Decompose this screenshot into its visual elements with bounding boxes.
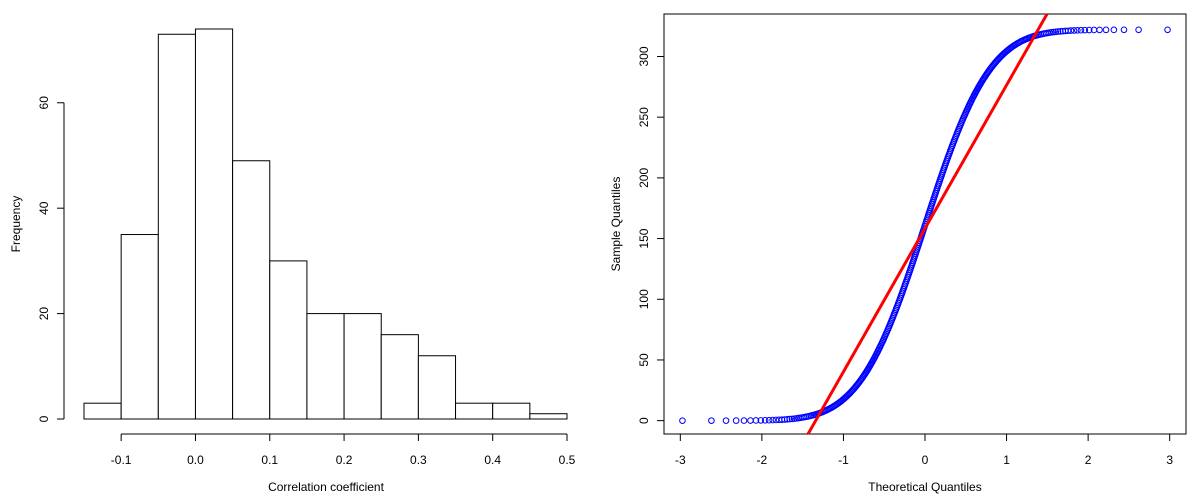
histogram-bar (306, 313, 345, 420)
histogram-x-tick-label: 0.3 (410, 453, 427, 467)
qq-point (722, 417, 730, 424)
histogram-panel: -0.1 0.0 0.1 0.2 0.3 0.4 0.5 0 20 40 60 Correlati… (9, 28, 576, 494)
qq-y-tick-label: 100 (637, 289, 651, 309)
qq-point (1050, 28, 1057, 36)
qq-y-tick-label: 300 (637, 46, 651, 66)
qq-point (1102, 26, 1110, 34)
qq-x-tick-label: -2 (757, 453, 768, 467)
histogram-bar (343, 313, 382, 420)
qq-x-axis: -3 -2 -1 0 1 2 3 (675, 434, 1173, 467)
qq-y-tick-label: 0 (637, 417, 651, 424)
qq-point (1070, 27, 1078, 34)
qq-x-tick-label: 2 (1085, 453, 1092, 467)
qq-point (757, 417, 765, 424)
qq-point (1110, 26, 1118, 34)
histogram-bar (417, 355, 457, 420)
qq-point (783, 416, 791, 423)
qq-x-tick-label: -3 (675, 453, 686, 467)
histogram-x-axis-label: Correlation coefficient (268, 480, 385, 494)
histogram-bar (492, 402, 531, 420)
qq-points (679, 26, 1171, 424)
histogram-x-tick-label: 0.1 (261, 453, 278, 467)
qq-plot-panel: -3 -2 -1 0 1 2 3 0 50 100 150 200 250 300 Theoretica… (609, 13, 1187, 494)
qq-point (732, 417, 740, 424)
histogram-x-tick-label: 0.0 (187, 453, 204, 467)
histogram-bar (455, 402, 494, 420)
qq-x-tick-label: 0 (922, 453, 929, 467)
qq-x-axis-label: Theoretical Quantiles (868, 480, 981, 494)
qq-point (1120, 26, 1128, 34)
qq-y-tick-label: 150 (637, 228, 651, 248)
qq-point (1135, 26, 1142, 34)
qq-point (1067, 27, 1075, 34)
qq-y-tick-label: 50 (637, 353, 651, 367)
histogram-x-tick-label: 0.4 (484, 453, 501, 467)
histogram-x-axis: -0.1 0.0 0.1 0.2 0.3 0.4 0.5 (111, 433, 576, 467)
histogram-y-tick-label: 0 (37, 415, 51, 422)
histogram-y-tick-label: 20 (37, 307, 51, 321)
histogram-y-tick-label: 40 (37, 201, 51, 215)
qq-point (1085, 26, 1093, 34)
qq-point (1054, 28, 1062, 35)
qq-point (781, 416, 788, 423)
qq-point (761, 417, 769, 424)
qq-x-tick-label: -1 (838, 453, 849, 467)
qq-y-tick-label: 250 (637, 107, 651, 127)
histogram-x-tick-label: 0.5 (559, 453, 576, 467)
histogram-x-tick-label: -0.1 (111, 453, 132, 467)
qq-x-tick-label: 3 (1166, 453, 1173, 467)
qq-point (1096, 26, 1103, 34)
qq-plot-box (663, 13, 1187, 435)
qq-point (740, 417, 748, 424)
histogram-y-tick-label: 60 (37, 96, 51, 110)
qq-point (769, 416, 776, 424)
qq-y-axis: 0 50 100 150 200 250 300 (637, 46, 664, 424)
histogram-y-axis: 0 20 40 60 (37, 96, 65, 422)
qq-point (765, 416, 773, 424)
histogram-bar (529, 413, 568, 420)
histogram-bar (269, 260, 308, 420)
qq-point (786, 415, 793, 423)
qq-point (1057, 28, 1064, 35)
qq-reference-line (806, 13, 1049, 435)
qq-point (752, 417, 760, 424)
histogram-bar (120, 234, 159, 420)
histogram-bar (232, 160, 271, 420)
qq-point (1164, 26, 1171, 34)
qq-point (747, 417, 754, 424)
qq-point (1081, 26, 1089, 34)
qq-point (708, 417, 715, 424)
histogram-bar (194, 28, 234, 420)
histogram-bar (83, 402, 122, 420)
qq-point (679, 417, 686, 424)
histogram-bar (157, 33, 196, 420)
qq-point (788, 415, 796, 423)
qq-y-axis-label: Sample Quantiles (609, 177, 623, 272)
qq-point (1077, 26, 1085, 34)
qq-point (1074, 27, 1081, 34)
qq-x-tick-label: 1 (1003, 453, 1010, 467)
qq-point (790, 415, 798, 422)
histogram-x-tick-label: 0.2 (336, 453, 353, 467)
histogram-bars (83, 28, 568, 420)
qq-point (1052, 28, 1060, 36)
histogram-y-axis-label: Frequency (9, 196, 23, 253)
histogram-bar (380, 334, 419, 420)
qq-y-tick-label: 200 (637, 168, 651, 188)
